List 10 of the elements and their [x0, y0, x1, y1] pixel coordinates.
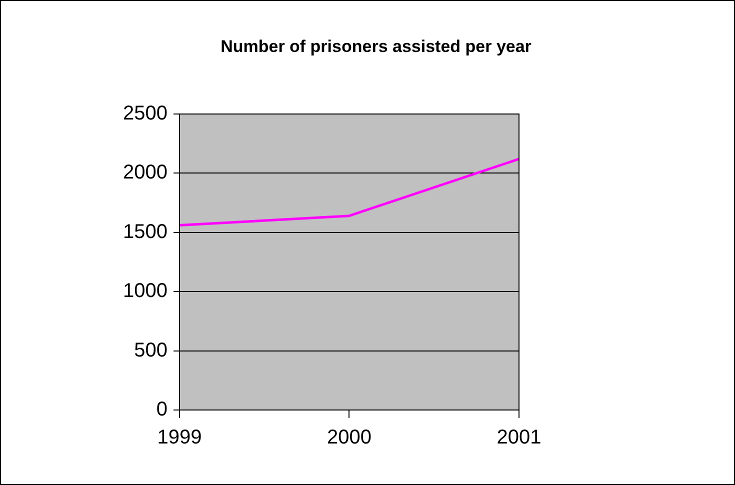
y-tick-label: 1500: [122, 220, 168, 243]
x-tick-label: 2000: [326, 426, 372, 449]
chart-title: Number of prisoners assisted per year: [220, 37, 532, 57]
y-tick-label: 2500: [122, 102, 168, 125]
y-tick-label: 500: [134, 339, 168, 362]
y-tick-label: 1000: [122, 280, 168, 302]
x-tick-label: 1999: [157, 426, 202, 449]
y-tick-label: 2000: [122, 162, 168, 184]
y-tick-label: 0: [156, 398, 168, 421]
x-tick-label: 2001: [496, 426, 542, 449]
